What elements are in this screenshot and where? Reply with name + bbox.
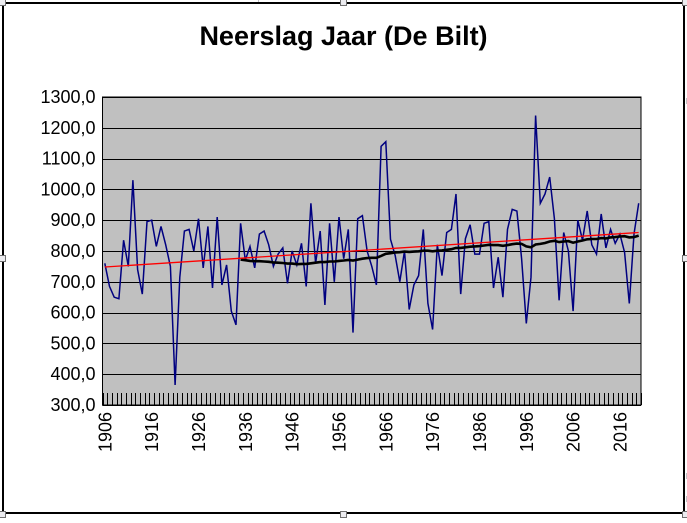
y-axis-label: 1100,0 (42, 149, 96, 169)
x-axis-label: 1986 (470, 412, 490, 452)
x-axis-label: 2016 (610, 412, 630, 452)
y-axis-label: 800,0 (50, 241, 95, 261)
x-axis-label: 1946 (283, 412, 303, 452)
spreadsheet-row-gridline (685, 473, 687, 479)
y-axis-label: 300,0 (50, 395, 95, 415)
y-axis-label: 500,0 (50, 333, 95, 353)
selection-handle-top-right[interactable] (681, 0, 687, 6)
selection-handle-top-center[interactable] (340, 0, 347, 6)
y-axis-label: 1300,0 (40, 87, 95, 107)
x-axis-label: 1976 (423, 412, 443, 452)
series-30-year-running-mean (240, 234, 640, 266)
series-annual-precipitation-mm (104, 115, 640, 386)
x-axis-label: 1936 (236, 412, 256, 452)
x-axis-label: 1906 (95, 412, 115, 452)
selection-handle-top-left[interactable] (0, 0, 6, 6)
x-axis-label: 1956 (329, 412, 349, 452)
spreadsheet-column-gridline (258, 0, 259, 2)
y-axis-label: 600,0 (50, 303, 95, 323)
y-axis-label: 900,0 (50, 210, 95, 230)
x-axis-label: 2006 (564, 412, 584, 452)
selection-handle-bottom-center[interactable] (340, 510, 347, 518)
plot-border (101, 96, 642, 406)
spreadsheet-row-gridline (685, 98, 687, 104)
selection-handle-middle-left[interactable] (0, 254, 6, 262)
selection-handle-bottom-right[interactable] (681, 510, 687, 518)
y-axis-label: 400,0 (50, 364, 95, 384)
x-axis-label: 1966 (376, 412, 396, 452)
y-axis-label: 700,0 (50, 272, 95, 292)
y-axis-label: 1200,0 (40, 118, 95, 138)
x-axis-label: 1996 (517, 412, 537, 452)
x-axis-label: 1926 (189, 412, 209, 452)
selection-handle-middle-right[interactable] (681, 254, 687, 262)
x-axis-label: 1916 (142, 412, 162, 452)
selection-handle-bottom-left[interactable] (0, 510, 6, 518)
chart-title: Neerslag Jaar (De Bilt) (199, 21, 488, 51)
y-axis-label: 1000,0 (40, 179, 95, 199)
spreadsheet-row-gridline (685, 496, 687, 502)
series-linear-trend (104, 231, 639, 268)
